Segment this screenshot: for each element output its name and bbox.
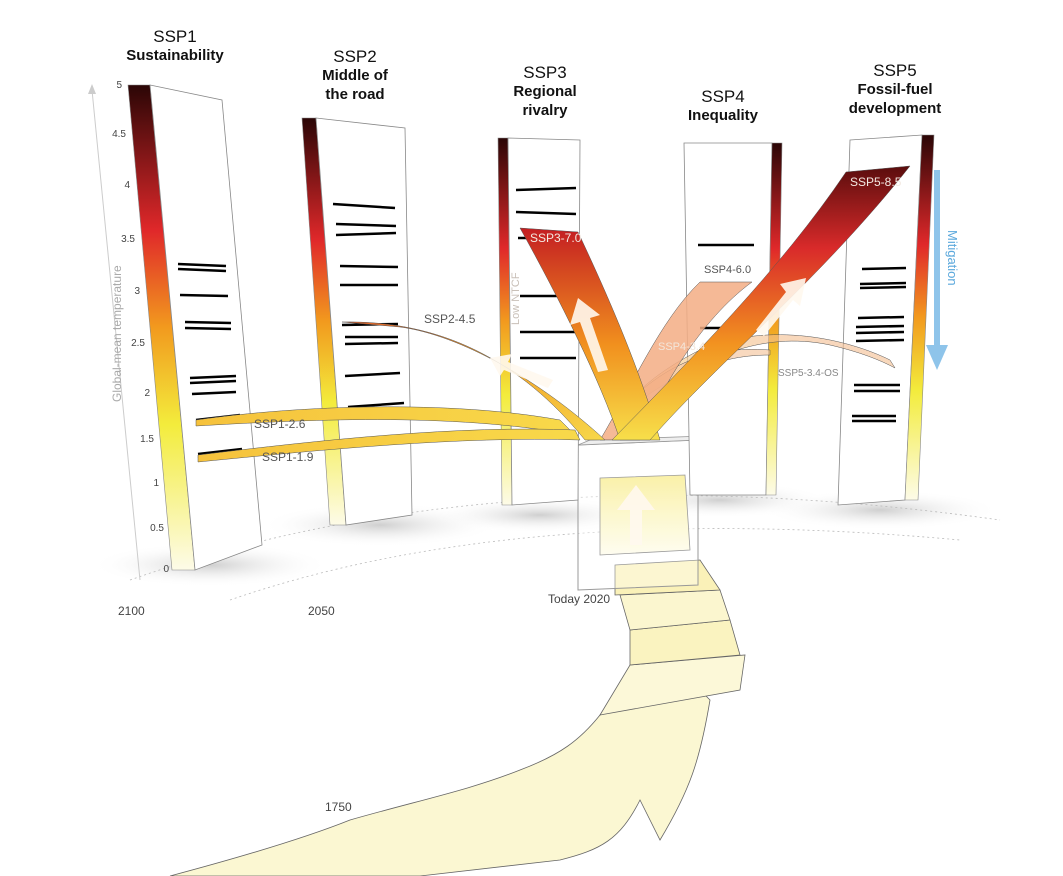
axis-arrow-icon [88, 84, 96, 94]
ssp2-code: SSP2 [333, 47, 377, 66]
tick-3-5: 3.5 [121, 234, 135, 245]
label-ssp5-85: SSP5-8.5 [850, 175, 902, 189]
year-2100: 2100 [118, 604, 145, 618]
tick-2: 2 [144, 388, 150, 399]
tick-5: 5 [116, 80, 122, 91]
tick-0-5: 0.5 [150, 523, 164, 534]
axis-line [91, 89, 141, 581]
label-ssp2-45: SSP2-4.5 [424, 312, 476, 326]
arrow-left-icon [490, 354, 553, 388]
ssp2-panel [301, 117, 413, 526]
year-today: Today 2020 [548, 592, 611, 606]
ssp1-name: Sustainability [126, 47, 224, 65]
ssp5-color-scale [904, 134, 935, 501]
tick-4-5: 4.5 [112, 129, 126, 140]
ssp2-name: Middle of the road [322, 67, 388, 103]
ssp5-panel [837, 134, 935, 506]
mitigation-label: Mitigation [945, 230, 960, 286]
label-ssp3-70: SSP3-7.0 [530, 231, 582, 245]
label-ssp5-34os: SSP5-3.4-OS [778, 368, 839, 379]
tick-0: 0 [163, 564, 169, 575]
year-1750: 1750 [325, 800, 352, 814]
arrow-up-icon [570, 298, 608, 372]
ssp4-code: SSP4 [701, 87, 745, 106]
tick-2-5: 2.5 [131, 338, 145, 349]
label-ssp4-34: SSP4-3.4 [658, 341, 706, 353]
tick-4: 4 [124, 180, 130, 191]
ssp4-header: SSP4 Inequality [668, 86, 778, 126]
tick-1: 1 [153, 478, 159, 489]
historical-ribbon [169, 474, 746, 876]
panel-shadow [430, 497, 650, 533]
label-ssp1-19: SSP1-1.9 [262, 450, 314, 464]
tick-3: 3 [134, 286, 140, 297]
ssp3-name: Regional rivalry [513, 83, 577, 119]
ssp5-code: SSP5 [873, 61, 917, 80]
label-ssp1-26: SSP1-2.6 [254, 417, 306, 431]
ssp3-header: SSP3 Regional rivalry [490, 62, 600, 121]
ssp1-code: SSP1 [153, 27, 197, 46]
panel-shadow [90, 543, 330, 587]
mitigation-arrow-icon [926, 170, 948, 370]
ssp3-code: SSP3 [523, 63, 567, 82]
ssp5-header: SSP5 Fossil-fuel development [840, 60, 950, 119]
ssp2-header: SSP2 Middle of the road [300, 46, 410, 105]
ssp5-name: Fossil-fuel development [848, 81, 942, 117]
low-ntcf-label: Low NTCF [510, 272, 522, 325]
direction-arrows [490, 278, 806, 545]
label-ssp4-60: SSP4-6.0 [704, 264, 752, 276]
tick-1-5: 1.5 [140, 434, 154, 445]
panel-shadow [760, 490, 1000, 530]
ssp4-name: Inequality [687, 107, 758, 125]
arrow-up-right-icon [756, 278, 806, 336]
ssp1-header: SSP1 Sustainability [120, 26, 230, 66]
year-2050: 2050 [308, 604, 335, 618]
arrow-up-icon [617, 485, 655, 545]
